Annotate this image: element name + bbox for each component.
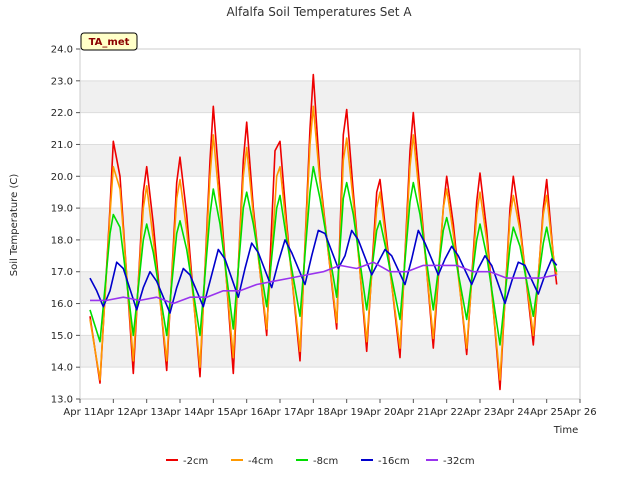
x-tick-label: Apr 11	[63, 407, 96, 418]
chart-title: Alfalfa Soil Temperatures Set A	[226, 5, 412, 19]
y-tick-label: 22.0	[51, 108, 73, 119]
y-axis-ticks: 13.0 14.0 15.0 16.0 17.0 18.0 19.0 20.0 21.0 22.0…	[51, 45, 80, 406]
y-tick-label: 23.0	[51, 76, 73, 87]
grid-band	[80, 208, 580, 240]
y-tick-label: 20.0	[51, 172, 73, 183]
x-tick-label: Apr 19	[330, 407, 363, 418]
y-tick-label: 16.0	[51, 299, 73, 310]
legend-label: -2cm	[183, 456, 208, 467]
legend-label: -16cm	[378, 456, 410, 467]
x-tick-label: Apr 16	[230, 407, 263, 418]
grid-band	[80, 80, 580, 113]
grid-bands	[80, 80, 580, 368]
x-tick-label: Apr 15	[197, 407, 230, 418]
series-line	[89, 165, 558, 346]
x-tick-label: Apr 22	[430, 407, 463, 418]
x-tick-label: Apr 14	[163, 407, 196, 418]
x-axis-label: Time	[553, 425, 578, 436]
series-line	[89, 229, 558, 314]
x-tick-label: Apr 13	[130, 407, 163, 418]
y-axis-label: Soil Temperature (C)	[9, 174, 20, 277]
y-tick-label: 15.0	[51, 331, 73, 342]
x-tick-label: Apr 20	[363, 407, 396, 418]
legend-label: -4cm	[248, 456, 273, 467]
y-tick-label: 13.0	[51, 395, 73, 406]
legend-label: -32cm	[443, 456, 475, 467]
y-tick-label: 14.0	[51, 363, 73, 374]
y-tick-label: 24.0	[51, 45, 73, 56]
plot-area	[79, 48, 581, 400]
grid-band	[80, 335, 580, 368]
grid-band	[80, 144, 580, 177]
x-tick-label: Apr 21	[397, 407, 430, 418]
x-tick-label: Apr 24	[497, 407, 530, 418]
y-tick-label: 18.0	[51, 235, 73, 246]
y-tick-label: 21.0	[51, 140, 73, 151]
x-tick-label: Apr 18	[297, 407, 330, 418]
x-tick-label: Apr 17	[263, 407, 296, 418]
x-axis-ticks: Apr 11 Apr 12 Apr 13 Apr 14 Apr 15 Apr 16 Apr …	[63, 399, 597, 418]
series-line	[90, 261, 557, 305]
site-label-box: TA_met	[80, 32, 138, 51]
series-lines	[89, 73, 558, 391]
legend: -2cm -4cm -8cm -16cm -32cm	[166, 456, 475, 467]
y-tick-label: 19.0	[51, 204, 73, 215]
x-tick-label: Apr 26	[563, 407, 596, 418]
x-tick-label: Apr 12	[97, 407, 130, 418]
site-label: TA_met	[89, 37, 130, 48]
y-tick-label: 17.0	[51, 267, 73, 278]
legend-label: -8cm	[313, 456, 338, 467]
x-tick-label: Apr 23	[463, 407, 496, 418]
x-tick-label: Apr 25	[530, 407, 563, 418]
